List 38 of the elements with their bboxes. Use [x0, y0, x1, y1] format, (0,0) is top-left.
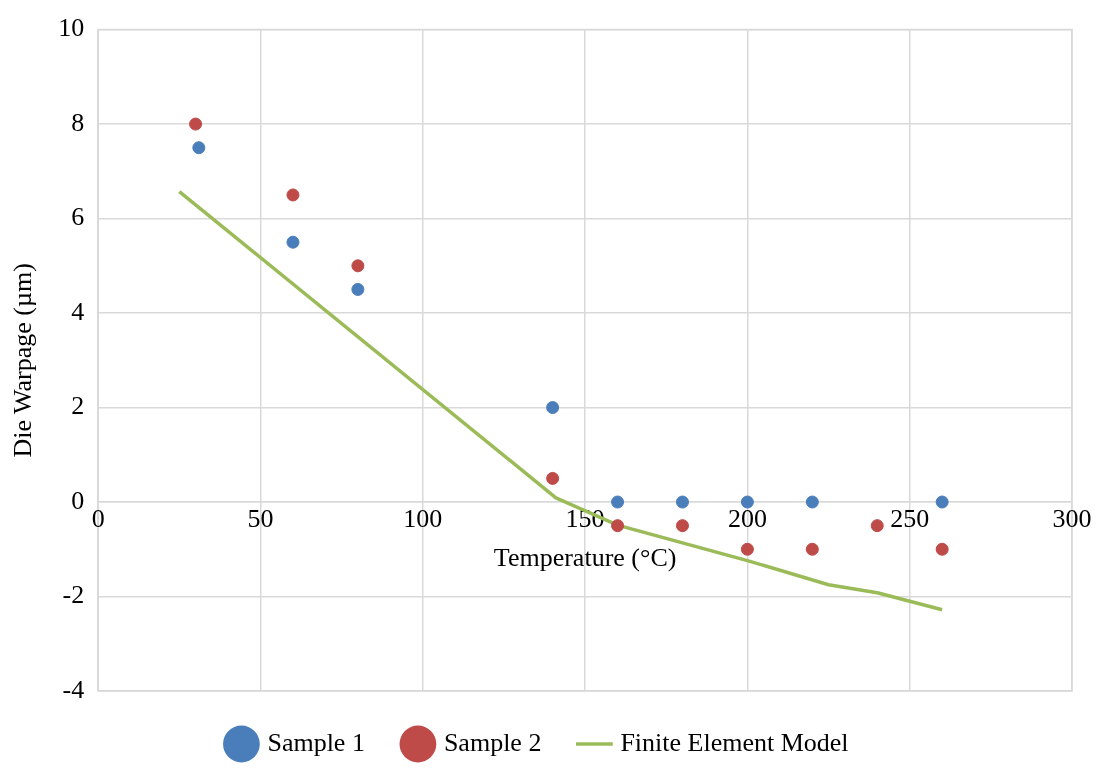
point — [192, 141, 206, 155]
point — [805, 495, 819, 509]
y-tick-label: -4 — [62, 674, 85, 704]
y-axis-title: Die Warpage (µm) — [8, 263, 38, 458]
y-tick-label: 2 — [71, 391, 85, 421]
point — [546, 471, 560, 485]
point — [935, 542, 949, 556]
x-tick-label: 0 — [91, 504, 105, 534]
point — [805, 542, 819, 556]
point — [286, 235, 300, 249]
x-tick-label: 300 — [1052, 504, 1092, 534]
point — [740, 542, 754, 556]
y-tick-label: 10 — [58, 13, 85, 43]
legend-label: Sample 1 — [267, 727, 365, 757]
point — [546, 401, 560, 415]
point — [351, 282, 365, 296]
point — [675, 519, 689, 533]
point — [870, 519, 884, 533]
point — [611, 495, 625, 509]
point — [740, 495, 754, 509]
point — [935, 495, 949, 509]
y-tick-label: 4 — [71, 296, 85, 326]
point — [611, 519, 625, 533]
y-tick-label: 0 — [71, 485, 85, 515]
x-tick-label: 50 — [247, 504, 274, 534]
y-tick-label: 6 — [71, 202, 85, 232]
legend-label: Sample 2 — [443, 727, 542, 757]
point — [189, 117, 203, 131]
point — [675, 495, 689, 509]
y-tick-label: 8 — [71, 107, 85, 137]
x-tick-label: 250 — [890, 504, 930, 534]
x-tick-label: 100 — [403, 504, 443, 534]
x-tick-label: 200 — [727, 504, 767, 534]
y-tick-label: -2 — [62, 580, 85, 610]
legend-label: Finite Element Model — [620, 727, 849, 757]
x-axis-title: Temperature (°C) — [493, 542, 677, 572]
point — [286, 188, 300, 202]
point — [351, 259, 365, 273]
